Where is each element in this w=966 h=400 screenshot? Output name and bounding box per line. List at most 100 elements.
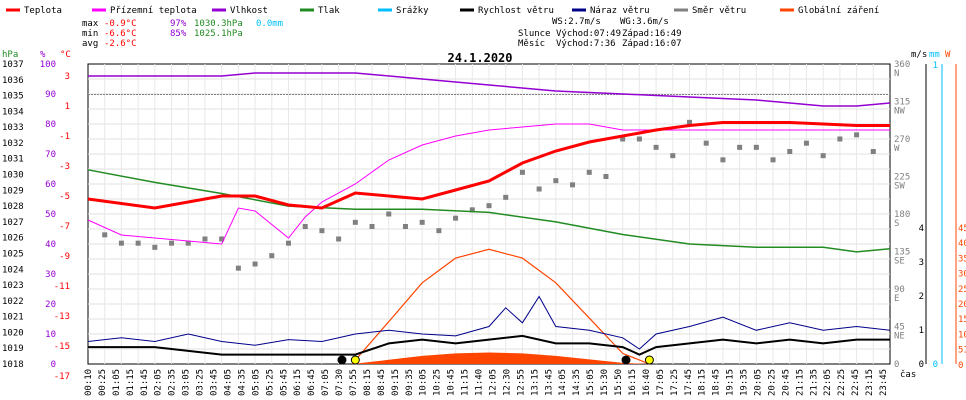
legend-label: Vlhkost bbox=[230, 6, 268, 16]
tick-ms: 3 bbox=[919, 258, 924, 268]
tick-time: 04:05 bbox=[223, 369, 233, 396]
tick-time: 14:35 bbox=[572, 369, 582, 396]
tick-pct: 90 bbox=[45, 90, 56, 100]
axis-title-time: čas bbox=[900, 369, 916, 380]
tick-dir: 90 bbox=[894, 285, 905, 295]
tick-dir: 360 bbox=[894, 60, 910, 70]
wind-dir-point bbox=[102, 232, 108, 238]
wind-dir-point bbox=[753, 144, 759, 150]
tick-dir: 270 bbox=[894, 135, 910, 145]
tick-dir-letter: W bbox=[894, 144, 900, 154]
stat-value: -2.6°C bbox=[104, 39, 137, 49]
tick-wm2: 204 bbox=[958, 300, 966, 310]
tick-time: 21:15 bbox=[795, 369, 805, 396]
wind-dir-point bbox=[219, 236, 225, 242]
tick-degc: -11 bbox=[54, 282, 70, 292]
tick-time: 05:05 bbox=[251, 369, 261, 396]
tick-dir: 0 bbox=[894, 360, 899, 370]
tick-dir-letter: N bbox=[894, 69, 899, 79]
wind-dir-point bbox=[536, 186, 542, 192]
radiation-line bbox=[351, 248, 650, 365]
sun-rise: Východ:07:49 bbox=[556, 29, 621, 39]
tick-time: 05:45 bbox=[279, 369, 289, 396]
tick-dir-letter: E bbox=[894, 294, 899, 304]
wind-dir-point bbox=[336, 236, 342, 242]
tick-time: 10:25 bbox=[433, 369, 443, 396]
moon-marker bbox=[337, 355, 347, 365]
wind-dir-point bbox=[269, 253, 275, 259]
tick-degc: -1 bbox=[59, 132, 70, 142]
tick-time: 10:05 bbox=[419, 369, 429, 396]
tick-time: 08:45 bbox=[377, 369, 387, 396]
wind-speed-line bbox=[88, 334, 890, 356]
tick-pct: 40 bbox=[45, 240, 56, 250]
tick-time: 00:10 bbox=[84, 369, 94, 396]
tick-time: 22:25 bbox=[837, 369, 847, 396]
sun-marker bbox=[350, 355, 360, 365]
tick-hpa: 1020 bbox=[2, 328, 24, 338]
legend-label: Směr větru bbox=[692, 6, 746, 16]
tick-time: 01:05 bbox=[112, 369, 122, 396]
tick-hpa: 1035 bbox=[2, 92, 24, 102]
tick-dir-letter: SW bbox=[894, 182, 905, 192]
legend-label: Tlak bbox=[318, 6, 340, 16]
tick-time: 16:15 bbox=[628, 369, 638, 396]
sun-marker bbox=[644, 355, 654, 365]
wind-dir-point bbox=[286, 240, 291, 246]
tick-time: 06:45 bbox=[307, 369, 317, 396]
axis-title-degc: °C bbox=[60, 50, 71, 60]
tick-time: 01:45 bbox=[140, 369, 150, 396]
wind-dir-point bbox=[152, 244, 158, 250]
wind-dir-point bbox=[235, 265, 241, 271]
tick-hpa: 1026 bbox=[2, 234, 24, 244]
wind-dir-point bbox=[687, 119, 692, 125]
tick-pct: 30 bbox=[45, 270, 56, 280]
moon-marker bbox=[621, 355, 631, 365]
tick-time: 15:05 bbox=[586, 369, 596, 396]
wind-dir-point bbox=[302, 224, 308, 229]
tick-time: 12:55 bbox=[516, 369, 526, 396]
tick-dir: 180 bbox=[894, 210, 910, 220]
axis-title-hpa: hPa bbox=[2, 50, 18, 60]
tick-mm: 0 bbox=[933, 360, 938, 370]
tick-degc: 1 bbox=[65, 102, 70, 112]
tick-hpa: 1033 bbox=[2, 123, 24, 133]
stat-value: -0.9°C bbox=[104, 19, 137, 29]
plot-area bbox=[87, 63, 891, 365]
tick-time: 23:15 bbox=[865, 369, 875, 396]
tick-hpa: 1025 bbox=[2, 249, 24, 259]
wind-dir-point bbox=[837, 136, 843, 142]
tick-mm: 1 bbox=[933, 61, 938, 71]
tick-hpa: 1032 bbox=[2, 139, 24, 149]
wind-dir-point bbox=[503, 194, 509, 200]
tick-wm2: 357 bbox=[958, 254, 966, 264]
legend-label: Srážky bbox=[396, 6, 429, 16]
tick-time: 17:05 bbox=[656, 369, 666, 396]
stat-value: 85% bbox=[170, 29, 187, 39]
tick-ms: 1 bbox=[919, 326, 924, 336]
tick-ms: 4 bbox=[919, 224, 924, 234]
tick-degc: -13 bbox=[54, 312, 70, 322]
legend-label: Náraz větru bbox=[590, 6, 650, 16]
tick-time: 13:15 bbox=[530, 369, 540, 396]
wind-dir-point bbox=[854, 132, 860, 138]
tick-time: 11:40 bbox=[475, 369, 485, 396]
tick-wm2: 408 bbox=[958, 239, 966, 249]
tick-time: 02:05 bbox=[154, 369, 164, 396]
tick-time: 01:15 bbox=[126, 369, 136, 396]
tick-time: 02:35 bbox=[168, 369, 178, 396]
stat-rain: 0.0mm bbox=[256, 19, 283, 29]
tick-degc: -3 bbox=[59, 162, 70, 172]
wind-dir-point bbox=[620, 136, 626, 142]
tick-time: 03:25 bbox=[196, 369, 206, 396]
wind-wg: WG:3.6m/s bbox=[620, 17, 669, 27]
tick-time: 20:45 bbox=[781, 369, 791, 396]
tick-time: 19:15 bbox=[726, 369, 736, 396]
tick-time: 18:45 bbox=[712, 369, 722, 396]
tick-time: 18:15 bbox=[698, 369, 708, 396]
wind-dir-point bbox=[519, 169, 525, 175]
sun-set: Západ:16:49 bbox=[622, 29, 682, 39]
radiation-area bbox=[351, 352, 650, 364]
tick-time: 11:15 bbox=[461, 369, 471, 396]
moon-set: Západ:16:07 bbox=[622, 39, 682, 49]
